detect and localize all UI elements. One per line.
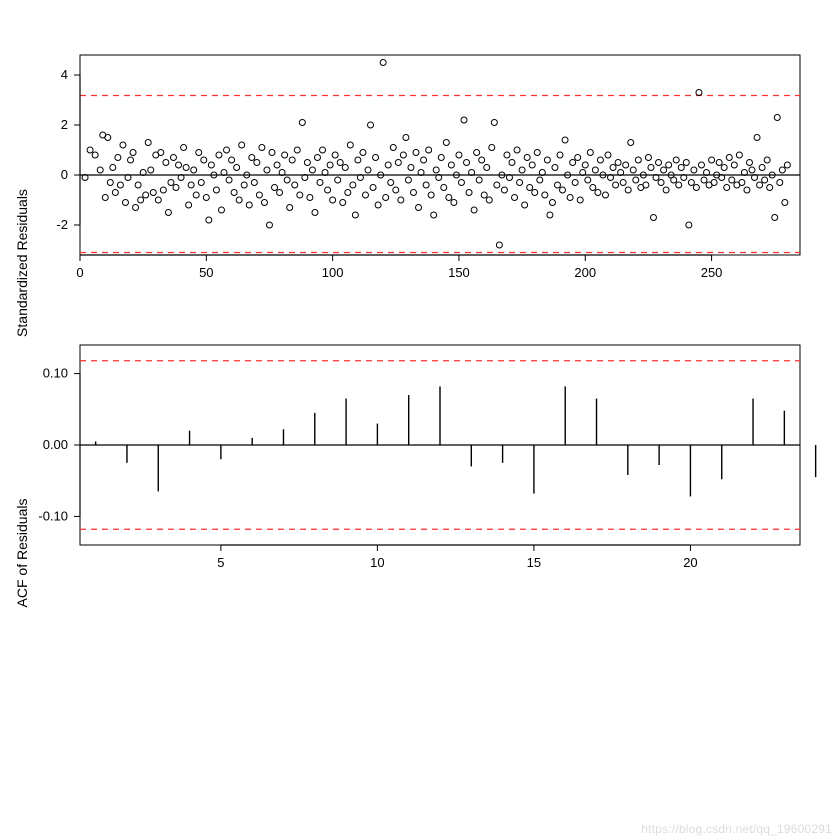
ytick-label: 0.10 (43, 366, 68, 381)
residuals-scatter-panel: 050100150200250-2024 (80, 55, 800, 255)
xtick-label: 0 (76, 265, 83, 280)
xtick-label: 15 (527, 555, 541, 570)
xtick-label: 50 (199, 265, 213, 280)
ytick-label: 0 (61, 167, 68, 182)
ylabel-panel2: ACF of Residuals (14, 453, 30, 653)
watermark-text: https://blog.csdn.net/qq_19600291 (641, 822, 832, 836)
xtick-label: 5 (217, 555, 224, 570)
xtick-label: 150 (448, 265, 470, 280)
xtick-label: 100 (322, 265, 344, 280)
xtick-label: 250 (701, 265, 723, 280)
xtick-label: 200 (574, 265, 596, 280)
ytick-label: 2 (61, 117, 68, 132)
ytick-label: -0.10 (38, 508, 68, 523)
ytick-label: -2 (56, 217, 68, 232)
ytick-label: 4 (61, 67, 68, 82)
acf-panel: 5101520-0.100.000.10 (80, 345, 800, 545)
xtick-label: 10 (370, 555, 384, 570)
xtick-label: 20 (683, 555, 697, 570)
ylabel-panel1: Standardized Residuals (14, 163, 30, 363)
ytick-label: 0.00 (43, 437, 68, 452)
